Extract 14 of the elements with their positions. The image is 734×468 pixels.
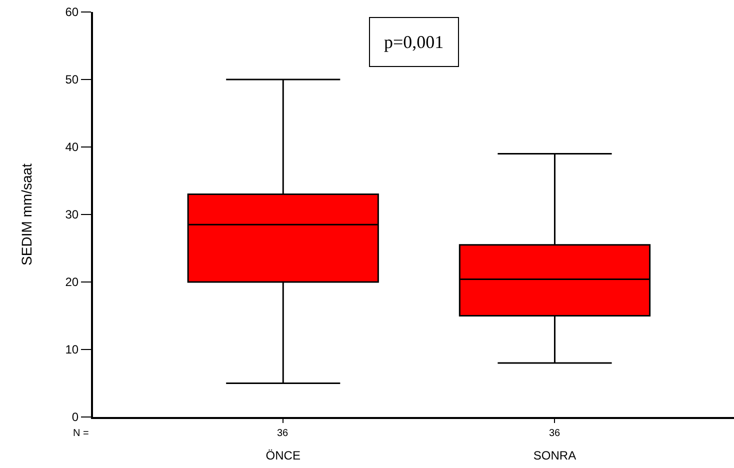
y-tick-label: 20 <box>65 275 79 290</box>
y-axis-title: SEDIM mm/saat <box>18 163 34 266</box>
y-tick-label: 10 <box>65 342 79 357</box>
y-tick-label: 60 <box>65 5 79 20</box>
annotation: p=0,001 <box>384 32 444 52</box>
y-tick-label: 50 <box>65 72 79 87</box>
y-tick-label: 0 <box>72 410 79 424</box>
text: 36 <box>277 428 289 439</box>
y-tick-label: 30 <box>65 208 79 222</box>
text: 36 <box>549 428 561 439</box>
text: N = <box>73 428 89 439</box>
x-tick-label: ÖNCE <box>266 448 300 462</box>
y-tick-label: 40 <box>65 140 79 154</box>
x-tick-label: SONRA <box>533 448 576 462</box>
